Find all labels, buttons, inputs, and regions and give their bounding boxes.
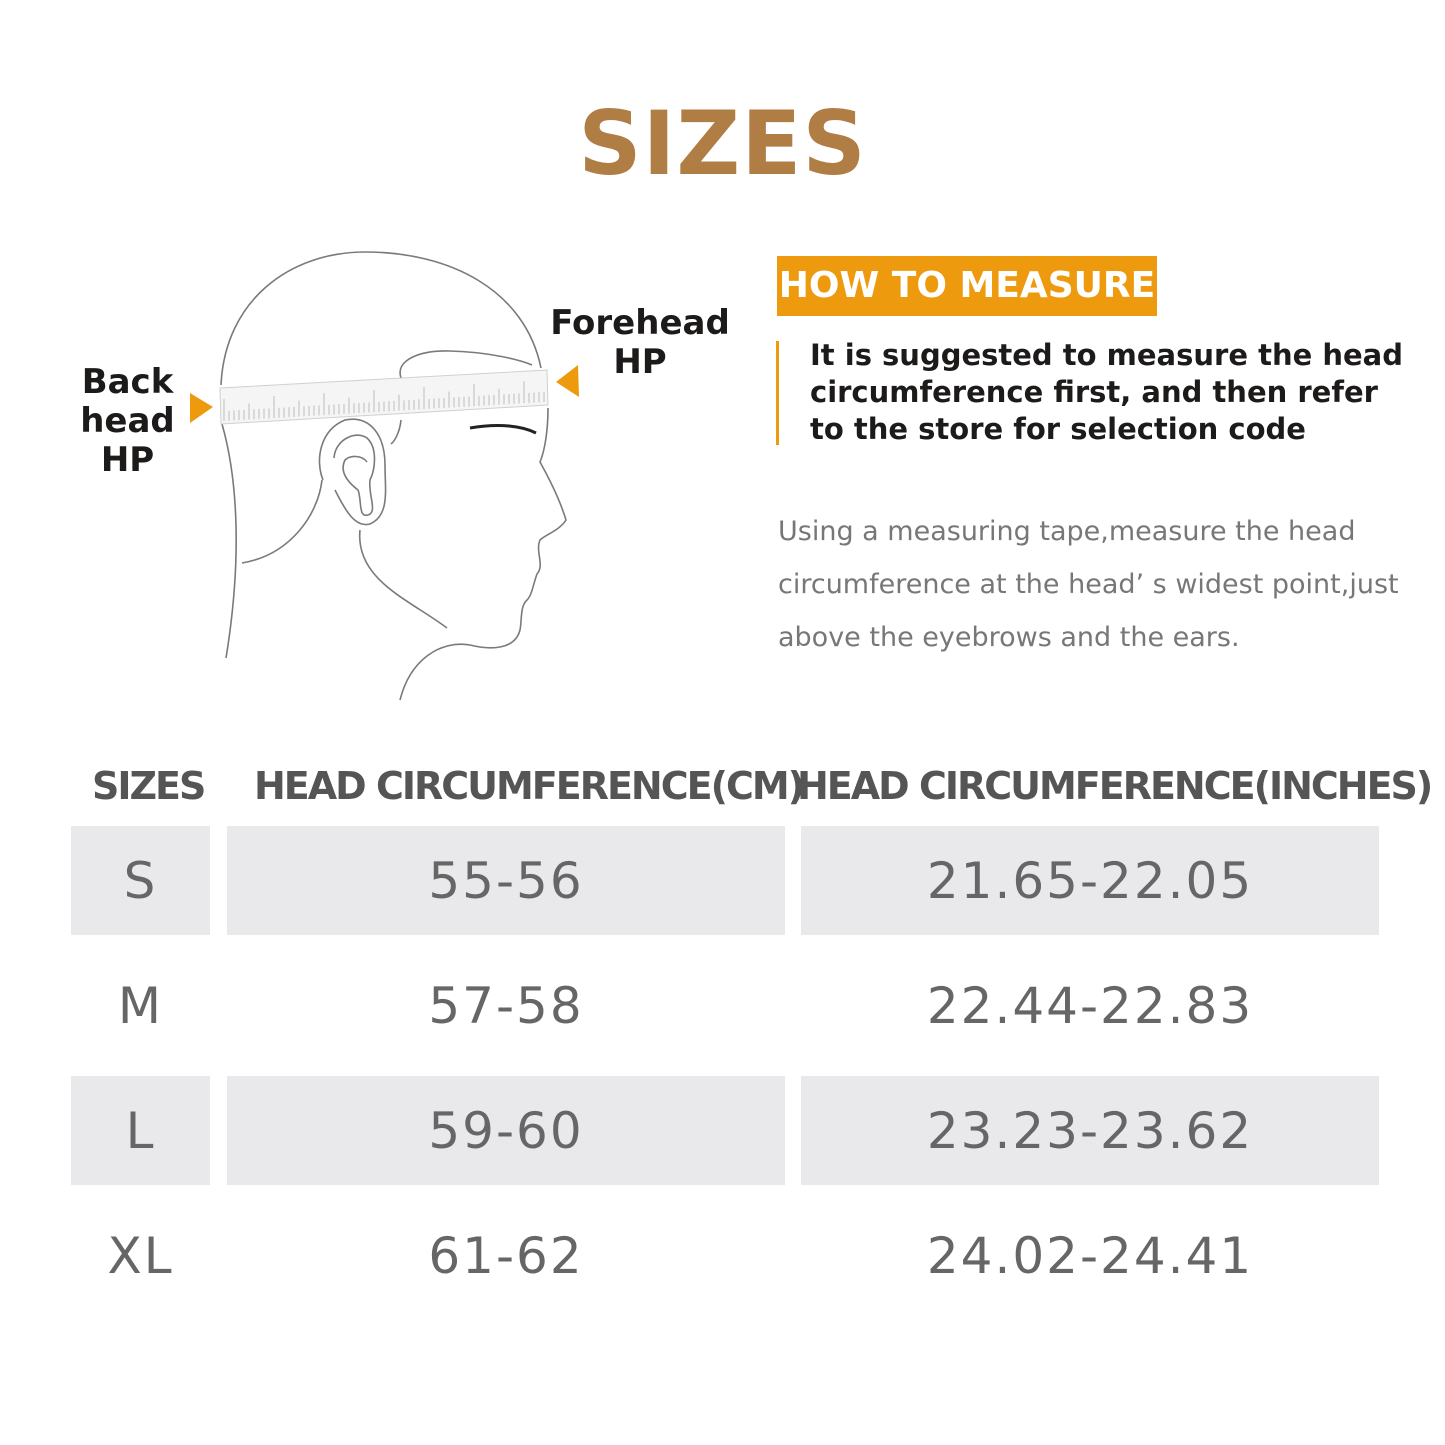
inches-cell: 24.02-24.41 — [926, 1226, 1254, 1285]
hairline — [399, 350, 533, 379]
head-measurement-illustration — [190, 251, 579, 701]
size-cell: S — [71, 826, 210, 935]
header-sizes: SIZES — [92, 764, 206, 808]
header-cm: HEAD CIRCUMFERENCE(CM) — [254, 764, 805, 808]
eyebrow — [469, 424, 537, 435]
jaw-line — [359, 529, 448, 629]
header-inches: HEAD CIRCUMFERENCE(INCHES) — [797, 764, 1433, 808]
skull-outline — [220, 251, 542, 386]
size-cell: L — [71, 1076, 210, 1185]
inches-cell: 21.65-22.05 — [801, 826, 1379, 935]
sideburn — [390, 419, 402, 445]
cm-cell: 61-62 — [428, 1226, 584, 1285]
back-arrow-icon — [190, 393, 213, 423]
measuring-tape — [219, 369, 549, 425]
cm-cell: 59-60 — [227, 1076, 785, 1185]
accent-bar — [776, 341, 779, 445]
back-head-label: Back head HP — [80, 362, 175, 480]
instructions-text: Using a measuring tape,measure the head … — [778, 516, 1399, 653]
forehead-arrow-icon — [556, 365, 579, 397]
ear-inner — [333, 434, 376, 516]
cm-cell: 57-58 — [428, 976, 584, 1035]
how-to-measure-heading: HOW TO MEASURE — [777, 256, 1157, 316]
cm-cell: 55-56 — [227, 826, 785, 935]
forehead-label: Forehead HP — [550, 303, 730, 382]
face-profile — [399, 407, 567, 701]
suggestion-text: It is suggested to measure the head circ… — [810, 338, 1404, 446]
inches-cell: 23.23-23.62 — [801, 1076, 1379, 1185]
ear-outer — [318, 418, 387, 526]
neck-line — [241, 479, 323, 564]
page-title: SIZES — [578, 92, 867, 195]
size-cell: M — [117, 976, 164, 1035]
size-cell: XL — [107, 1226, 174, 1285]
back-of-head — [221, 423, 237, 659]
inches-cell: 22.44-22.83 — [926, 976, 1254, 1035]
